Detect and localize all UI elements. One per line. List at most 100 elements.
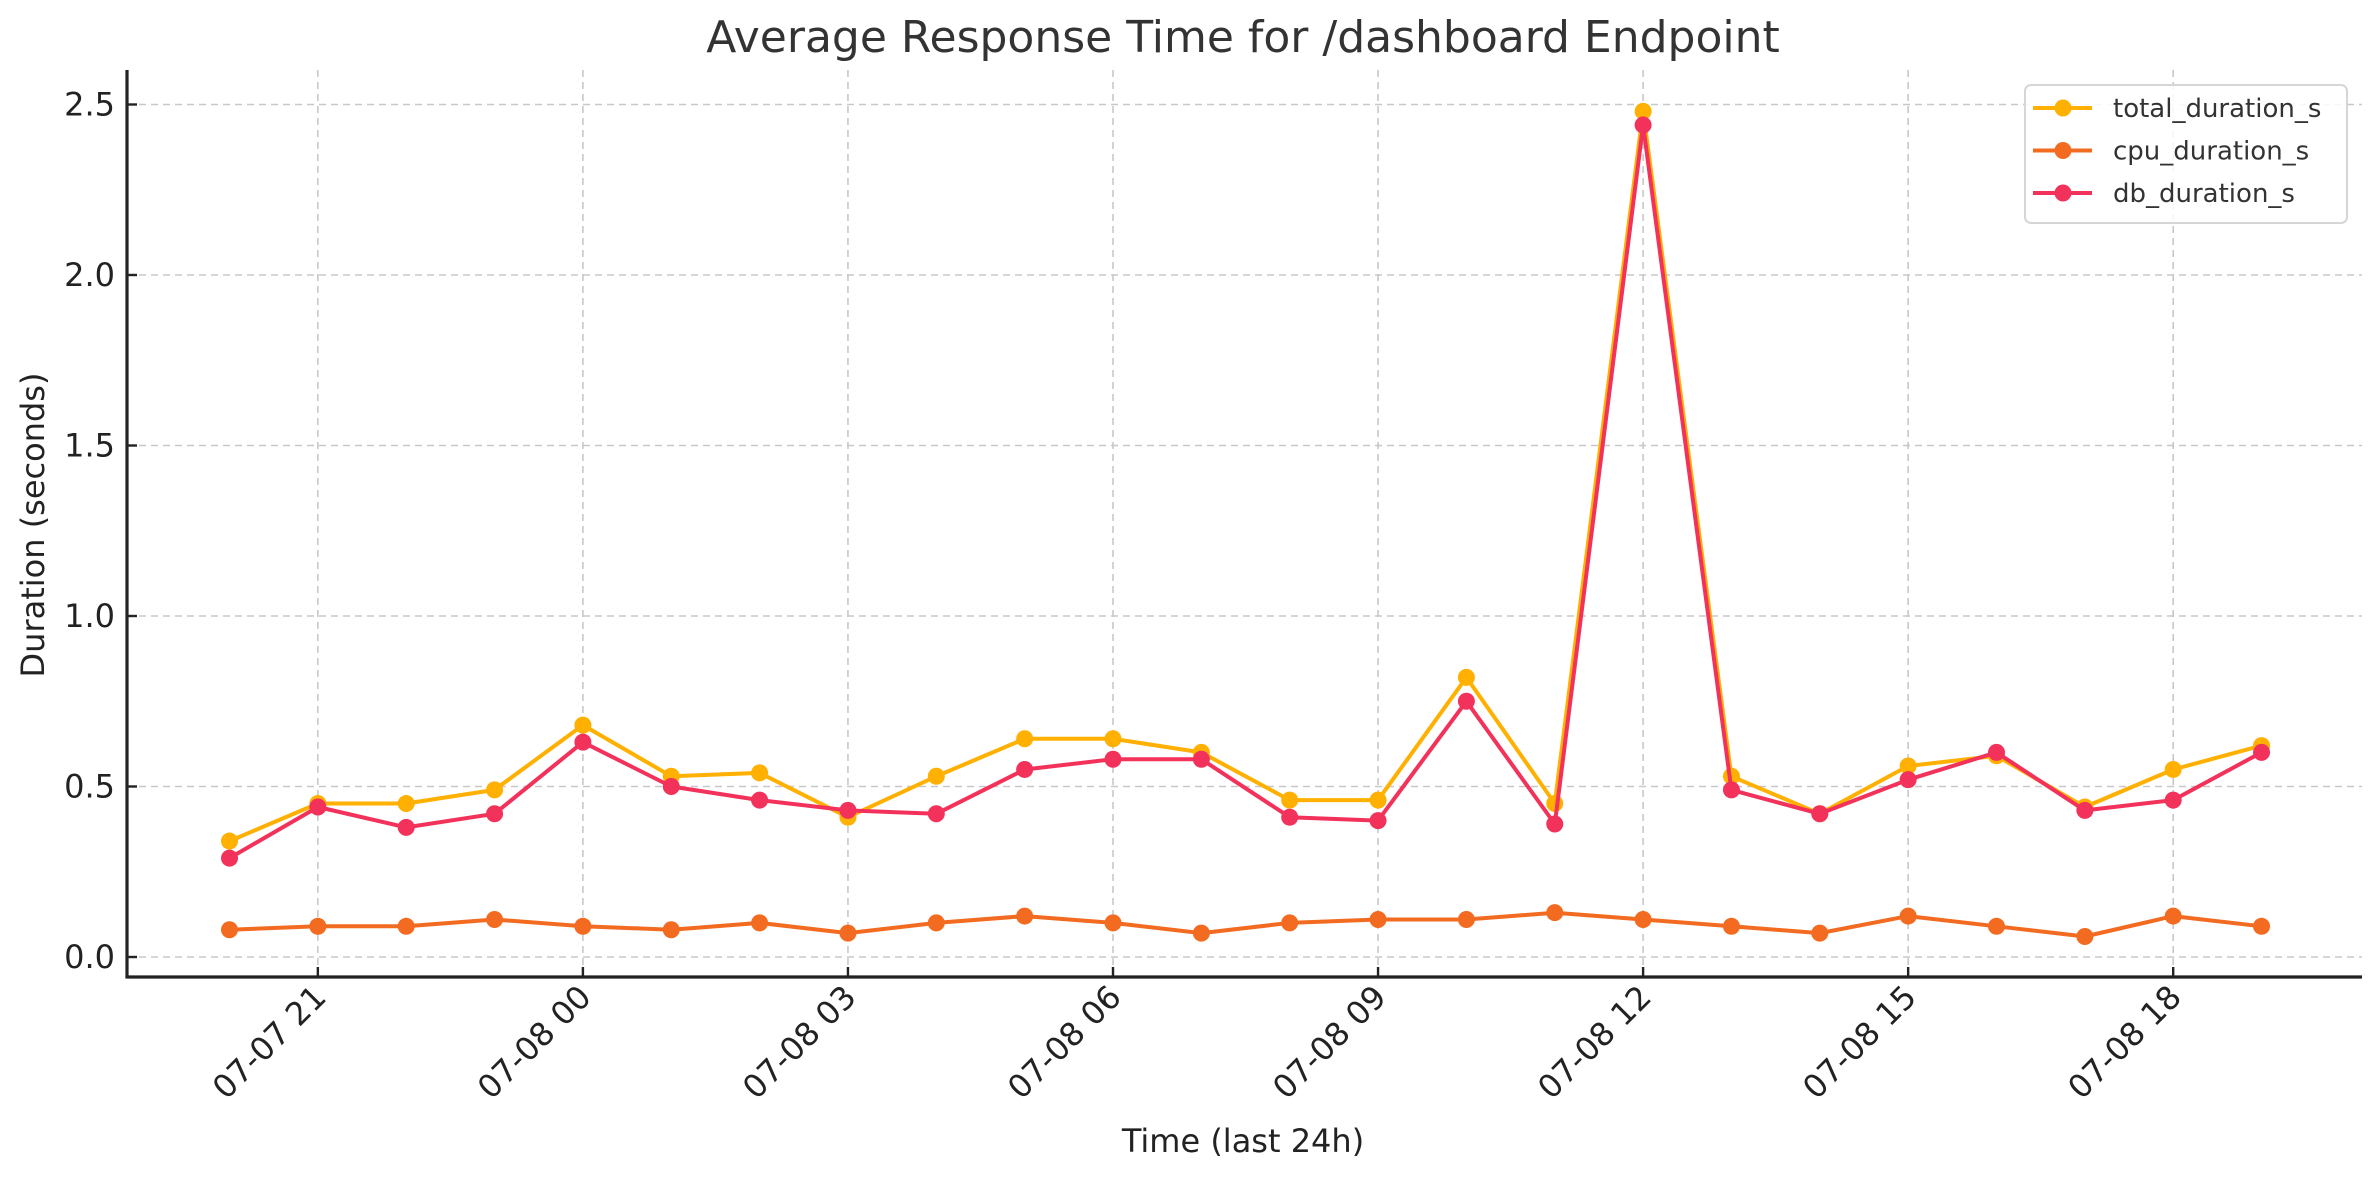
data-point-marker: [662, 778, 680, 795]
y-tick-label: 0.0: [64, 938, 115, 976]
data-point-marker: [927, 914, 945, 932]
series-total-duration-s: [221, 102, 2271, 850]
series-cpu-duration-s: [221, 904, 2271, 946]
data-point-marker: [221, 921, 238, 939]
y-tick-label: 0.5: [64, 768, 115, 806]
data-point-marker: [2076, 928, 2094, 946]
data-point-marker: [221, 849, 238, 867]
data-point-marker: [1192, 750, 1210, 768]
data-point-marker: [1634, 116, 1652, 134]
data-point-marker: [1811, 805, 1829, 823]
data-point-marker: [2076, 801, 2094, 819]
x-axis-ticks: 07-07 21 07-08 00 07-08 03 07-08 06 07-08 09…: [205, 967, 2189, 1106]
legend-label: total_duration_s: [2113, 94, 2321, 124]
data-point-marker: [1281, 791, 1299, 809]
data-point-marker: [486, 805, 504, 823]
data-point-marker: [1457, 910, 1475, 928]
data-point-marker: [1457, 692, 1475, 710]
data-point-marker: [1722, 917, 1740, 935]
x-tick-label: 07-08 15: [1795, 978, 1924, 1107]
data-point-marker: [1634, 102, 1652, 120]
data-point-marker: [2164, 760, 2182, 778]
data-point-marker: [1281, 808, 1299, 826]
x-tick-label: 07-08 00: [470, 978, 599, 1107]
data-point-marker: [2164, 791, 2182, 809]
data-point-marker: [839, 924, 857, 942]
series-line: [229, 910, 2262, 939]
x-tick-label: 07-08 12: [1530, 978, 1659, 1107]
y-tick-label: 2.5: [64, 86, 115, 124]
data-point-marker: [1899, 757, 1917, 775]
legend-marker-icon: [2054, 142, 2072, 159]
data-point-marker: [2253, 743, 2271, 761]
data-point-marker: [1988, 917, 2005, 935]
data-point-marker: [309, 917, 327, 935]
legend-item: db_duration_s: [2033, 179, 2295, 209]
y-axis-title: Duration (seconds): [14, 373, 52, 678]
y-tick-label: 1.5: [64, 427, 115, 465]
x-tick-label: 07-08 09: [1265, 978, 1394, 1107]
data-point-marker: [751, 791, 769, 809]
data-point-marker: [1899, 907, 1917, 925]
data-point-marker: [1016, 730, 1034, 748]
y-axis-ticks: 0.0 0.5 1.0 1.5 2.0 2.5: [64, 86, 137, 976]
data-point-marker: [1988, 743, 2005, 761]
data-point-marker: [1104, 750, 1122, 768]
data-point-marker: [1546, 815, 1564, 833]
data-point-marker: [1811, 924, 1829, 942]
data-point-marker: [1192, 924, 1210, 942]
x-tick-label: 07-07 21: [205, 978, 334, 1107]
data-point-marker: [1457, 668, 1475, 686]
legend-marker-icon: [2054, 184, 2072, 202]
data-point-marker: [486, 781, 504, 799]
chart-title: Average Response Time for /dashboard End…: [706, 12, 1780, 63]
legend-item: total_duration_s: [2033, 94, 2321, 124]
axes: [125, 70, 2362, 979]
data-point-marker: [1546, 904, 1564, 922]
legend-item: cpu_duration_s: [2033, 137, 2309, 167]
data-point-marker: [1722, 781, 1740, 799]
data-point-marker: [221, 832, 238, 850]
data-point-marker: [1104, 730, 1122, 748]
data-point-marker: [397, 818, 415, 836]
data-point-marker: [1634, 910, 1652, 928]
legend-marker-icon: [2054, 99, 2072, 117]
data-point-marker: [1281, 914, 1299, 932]
data-point-marker: [1016, 907, 1034, 925]
data-point-marker: [1369, 812, 1387, 830]
x-tick-label: 07-08 03: [735, 978, 864, 1107]
data-point-marker: [1104, 914, 1122, 932]
data-point-marker: [927, 805, 945, 823]
legend-label: db_duration_s: [2113, 179, 2295, 209]
data-point-marker: [309, 798, 327, 816]
data-point-marker: [662, 921, 680, 939]
data-point-marker: [397, 795, 415, 813]
y-tick-label: 1.0: [64, 597, 115, 635]
x-tick-label: 07-08 06: [1000, 978, 1129, 1107]
data-point-marker: [574, 917, 592, 935]
legend: total_duration_s cpu_duration_s db_duratio…: [2024, 84, 2348, 224]
data-point-marker: [397, 917, 415, 935]
data-point-marker: [2253, 917, 2271, 935]
data-point-marker: [839, 801, 857, 819]
legend-box: [2024, 84, 2348, 224]
series-line: [228, 109, 2263, 843]
data-point-marker: [751, 914, 769, 932]
data-point-marker: [1369, 791, 1387, 809]
series-line: [228, 123, 2263, 860]
legend-label: cpu_duration_s: [2113, 137, 2309, 167]
data-point-marker: [1899, 771, 1917, 789]
data-point-marker: [574, 733, 592, 751]
data-point-marker: [574, 716, 592, 734]
series-db-duration-s: [221, 116, 2271, 867]
data-point-marker: [1369, 910, 1387, 928]
y-tick-label: 2.0: [64, 256, 115, 294]
x-tick-label: 07-08 18: [2060, 978, 2189, 1107]
data-point-marker: [486, 910, 504, 928]
data-point-marker: [751, 764, 769, 782]
x-axis-title: Time (last 24h): [1121, 1122, 1364, 1160]
data-point-marker: [2164, 907, 2182, 925]
data-series: [221, 102, 2271, 946]
